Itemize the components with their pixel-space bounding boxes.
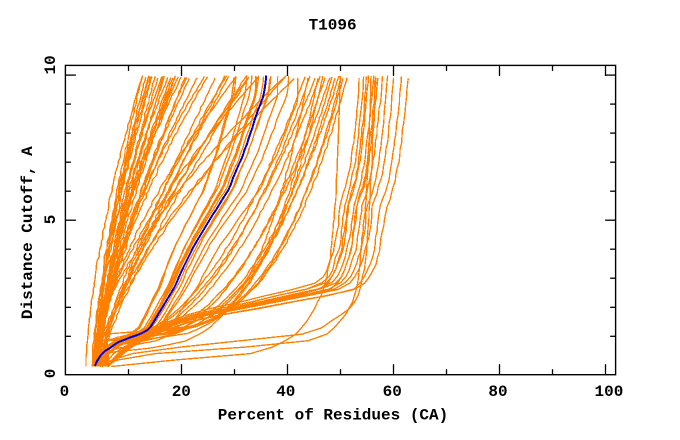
svg-text:80: 80 xyxy=(488,383,507,401)
svg-text:0: 0 xyxy=(60,383,70,401)
svg-text:100: 100 xyxy=(594,383,623,401)
svg-text:20: 20 xyxy=(172,383,191,401)
svg-text:0: 0 xyxy=(42,369,60,379)
svg-text:Percent of Residues (CA): Percent of Residues (CA) xyxy=(218,407,448,425)
svg-text:Distance Cutoff, A: Distance Cutoff, A xyxy=(19,146,37,319)
svg-text:T1096: T1096 xyxy=(309,17,357,35)
svg-text:10: 10 xyxy=(42,55,60,74)
svg-text:60: 60 xyxy=(383,383,402,401)
svg-text:5: 5 xyxy=(42,215,60,225)
svg-text:40: 40 xyxy=(276,383,295,401)
